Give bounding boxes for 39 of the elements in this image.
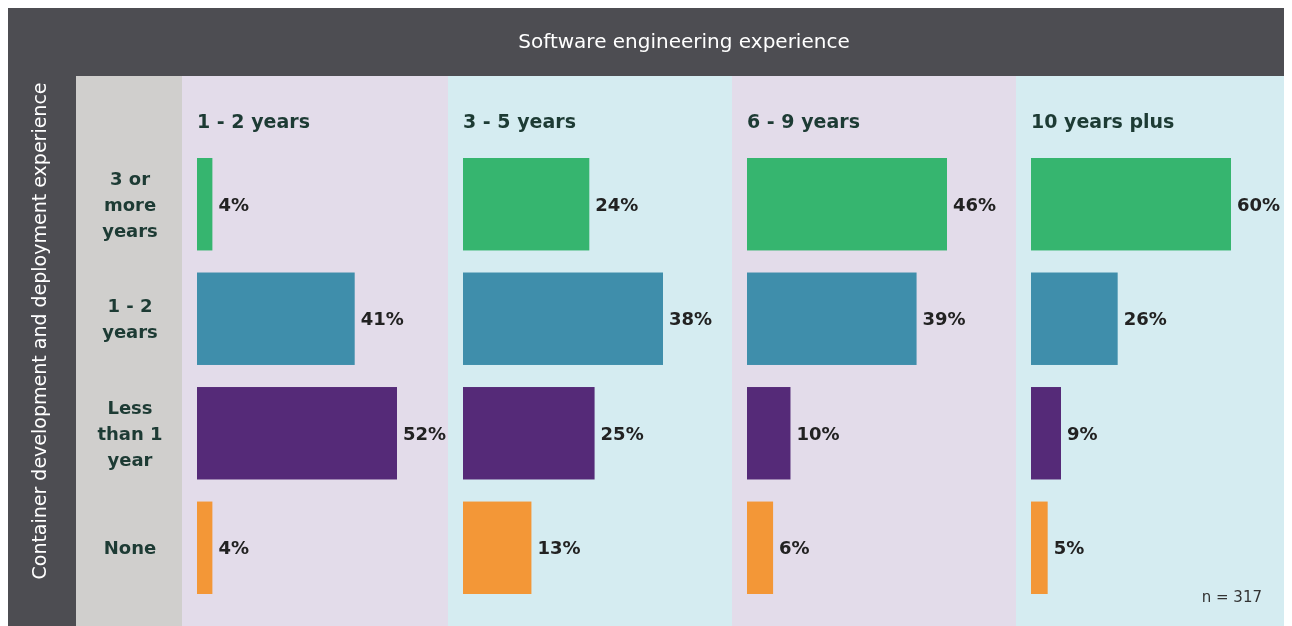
data-label: 25% bbox=[600, 422, 644, 444]
y-tick-label: 3 or more years bbox=[102, 167, 158, 241]
bar bbox=[747, 501, 774, 594]
data-label: 60% bbox=[1237, 193, 1281, 215]
y-tick-label: 1 - 2 years bbox=[102, 295, 158, 343]
data-label: 6% bbox=[779, 537, 810, 559]
data-label: 46% bbox=[953, 193, 997, 215]
data-label: 9% bbox=[1067, 422, 1098, 444]
chart-title: 10 years plus bbox=[1031, 110, 1175, 132]
data-label: 52% bbox=[403, 422, 447, 444]
data-label: 10% bbox=[796, 422, 840, 444]
data-label: 41% bbox=[360, 308, 404, 330]
data-label: 4% bbox=[218, 537, 249, 559]
data-label: 24% bbox=[595, 193, 639, 215]
bar bbox=[1031, 387, 1061, 480]
bar bbox=[1031, 158, 1231, 251]
bar bbox=[1031, 272, 1118, 365]
data-label: 13% bbox=[537, 537, 581, 559]
bar bbox=[463, 501, 532, 594]
text: Software engineering experience bbox=[518, 29, 850, 53]
bar bbox=[747, 158, 947, 251]
bar bbox=[463, 387, 595, 480]
data-label: 39% bbox=[922, 308, 966, 330]
bar bbox=[747, 387, 791, 480]
y-tick-label: Less than 1 year bbox=[97, 396, 163, 470]
chart-title: 3 - 5 years bbox=[463, 110, 576, 132]
bar bbox=[463, 158, 590, 251]
annotation: n = 317 bbox=[1201, 588, 1262, 606]
data-label: 38% bbox=[669, 308, 713, 330]
bar bbox=[747, 272, 917, 365]
chart-title: 6 - 9 years bbox=[747, 110, 860, 132]
chart-title: 1 - 2 years bbox=[197, 110, 310, 132]
data-label: 26% bbox=[1123, 308, 1167, 330]
data-label: 4% bbox=[218, 193, 249, 215]
data-label: 5% bbox=[1053, 537, 1085, 559]
y-tick-label: None bbox=[103, 537, 157, 559]
bar bbox=[1031, 501, 1048, 594]
bar bbox=[463, 272, 663, 365]
y-axis-title: Container development and deployment experience bbox=[28, 82, 50, 580]
